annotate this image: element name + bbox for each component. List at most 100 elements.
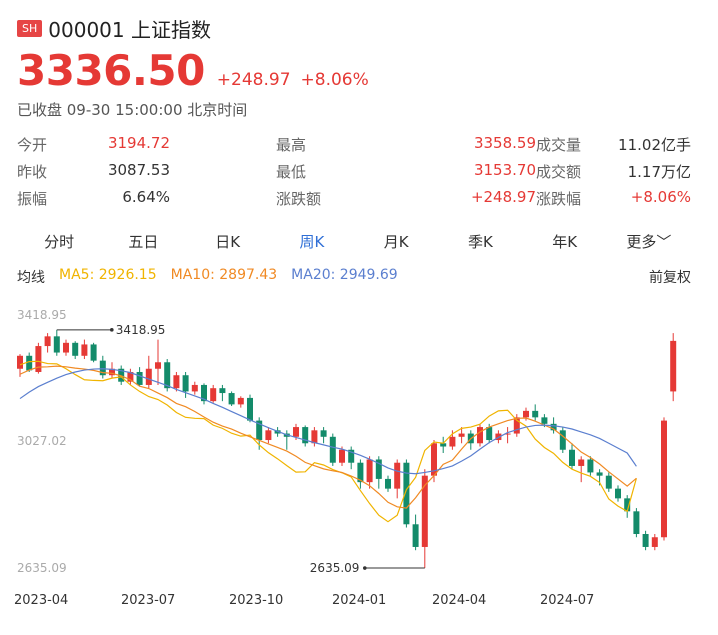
y-tick-label: 3027.02 [17, 434, 67, 448]
x-tick-label: 2023-04 [14, 593, 68, 608]
tab-monthly-k[interactable]: 月K [383, 233, 409, 251]
tab-intraday[interactable]: 分时 [44, 233, 75, 251]
tab-five-day[interactable]: 五日 [128, 233, 159, 251]
x-tick-label: 2023-07 [121, 593, 175, 608]
max-annotation: 3418.95 [116, 323, 166, 337]
max-leader-dot [110, 328, 114, 332]
candle-body [329, 436, 336, 463]
candle-body [302, 427, 309, 444]
candle-body [35, 346, 42, 372]
candle-body [412, 524, 419, 547]
x-tick-label: 2024-01 [332, 593, 386, 608]
candle-body [431, 443, 437, 476]
price-change: +248.97 [216, 70, 291, 90]
candle-body [513, 417, 520, 434]
candle-body [191, 384, 198, 392]
candle-body [145, 368, 152, 385]
market-badge: SH [17, 20, 43, 37]
adjust-toggle[interactable]: 前复权 [649, 270, 691, 286]
tab-yearly-k[interactable]: 年K [552, 233, 578, 251]
candle-body [81, 344, 88, 356]
candle-body [90, 344, 97, 361]
candle-body [651, 537, 658, 547]
candle-body [320, 430, 327, 437]
candle-body [339, 449, 345, 463]
min-annotation: 2635.09 [310, 561, 360, 575]
x-tick-label: 2024-07 [540, 593, 594, 608]
tab-more-label: 更多 [626, 233, 657, 251]
candle-body [72, 342, 79, 356]
stats-grid: 今开 3194.72 最高 3358.59 成交量 11.02亿手 昨收 3087.53… [17, 131, 691, 212]
candle-body [256, 420, 263, 441]
price-change-pct: +8.06% [300, 70, 369, 90]
candle-body [449, 436, 456, 447]
candle-body [293, 427, 299, 437]
candle-body [247, 397, 253, 421]
candle-body [421, 475, 428, 547]
candle-body [219, 388, 226, 394]
candle-body [550, 423, 557, 431]
candle-body [624, 498, 631, 512]
candle-body [559, 430, 566, 450]
legend-ma10: MA10: 2897.43 [170, 267, 278, 283]
stat-volume: 成交量 11.02亿手 [536, 136, 691, 154]
candle-body [596, 472, 603, 476]
market-status: 已收盘 09-30 15:00:00 北京时间 [17, 101, 248, 119]
chevron-down-icon: ﹀ [656, 233, 672, 251]
candle-body [17, 355, 23, 369]
candle-body [348, 449, 355, 463]
candle-body [523, 410, 529, 418]
stat-change-pct: 涨跌幅 +8.06% [536, 188, 691, 208]
candle-body [265, 430, 272, 441]
candle-body [394, 462, 401, 489]
candle-body [26, 355, 33, 371]
stats-row: 振幅 6.64% 涨跌额 +248.97 涨跌幅 +8.06% [17, 185, 691, 212]
candle-body [633, 511, 640, 535]
candle-body [118, 368, 125, 382]
x-tick-label: 2024-04 [432, 593, 486, 608]
period-tabs: 分时 五日 日K 周K 月K 季K 年K 更多﹀ [17, 229, 691, 254]
candle-body [366, 459, 373, 483]
candle-body [63, 342, 69, 353]
candle-body [615, 488, 621, 499]
candle-body [569, 449, 575, 466]
stat-turnover: 成交额 1.17万亿 [536, 163, 691, 181]
legend-title: 均线 [17, 270, 45, 286]
candle-body [136, 371, 143, 385]
candle-body [440, 443, 447, 447]
stock-header: SH 000001 上证指数 [17, 14, 211, 43]
tab-quarterly-k[interactable]: 季K [467, 233, 493, 251]
candle-body [661, 420, 667, 538]
tab-more[interactable]: 更多﹀ [607, 229, 691, 254]
ma-line-ma5 [19, 360, 637, 523]
candle-body [109, 368, 115, 376]
tab-weekly-k[interactable]: 周K [299, 233, 325, 251]
candle-body [357, 462, 364, 483]
min-leader-dot [363, 566, 367, 570]
candle-body [532, 410, 539, 418]
candle-body [182, 375, 189, 392]
candle-body [53, 336, 60, 353]
candle-body [173, 375, 180, 389]
y-tick-label: 3418.95 [17, 308, 67, 322]
ma-legend: 均线 MA5: 2926.15 MA10: 2897.43 MA20: 2949… [17, 267, 691, 287]
candle-body [375, 459, 382, 479]
candle-body [458, 433, 465, 437]
stat-change-amount: 涨跌额 +248.97 [276, 188, 536, 208]
stat-prev-close: 昨收 3087.53 [17, 161, 170, 181]
y-tick-label: 2635.09 [17, 561, 67, 575]
stat-high: 最高 3358.59 [276, 134, 536, 154]
candle-body [403, 462, 410, 525]
candle-body [477, 427, 483, 444]
candle-body [228, 393, 235, 405]
tab-daily-k[interactable]: 日K [215, 233, 241, 251]
candle-body [155, 362, 161, 369]
candle-body [385, 478, 391, 489]
legend-ma20: MA20: 2949.69 [291, 267, 398, 283]
ma-line-ma20 [19, 368, 637, 475]
candle-body [127, 371, 134, 382]
candle-body [587, 459, 594, 473]
candle-body [578, 459, 585, 466]
candle-body [605, 475, 612, 489]
